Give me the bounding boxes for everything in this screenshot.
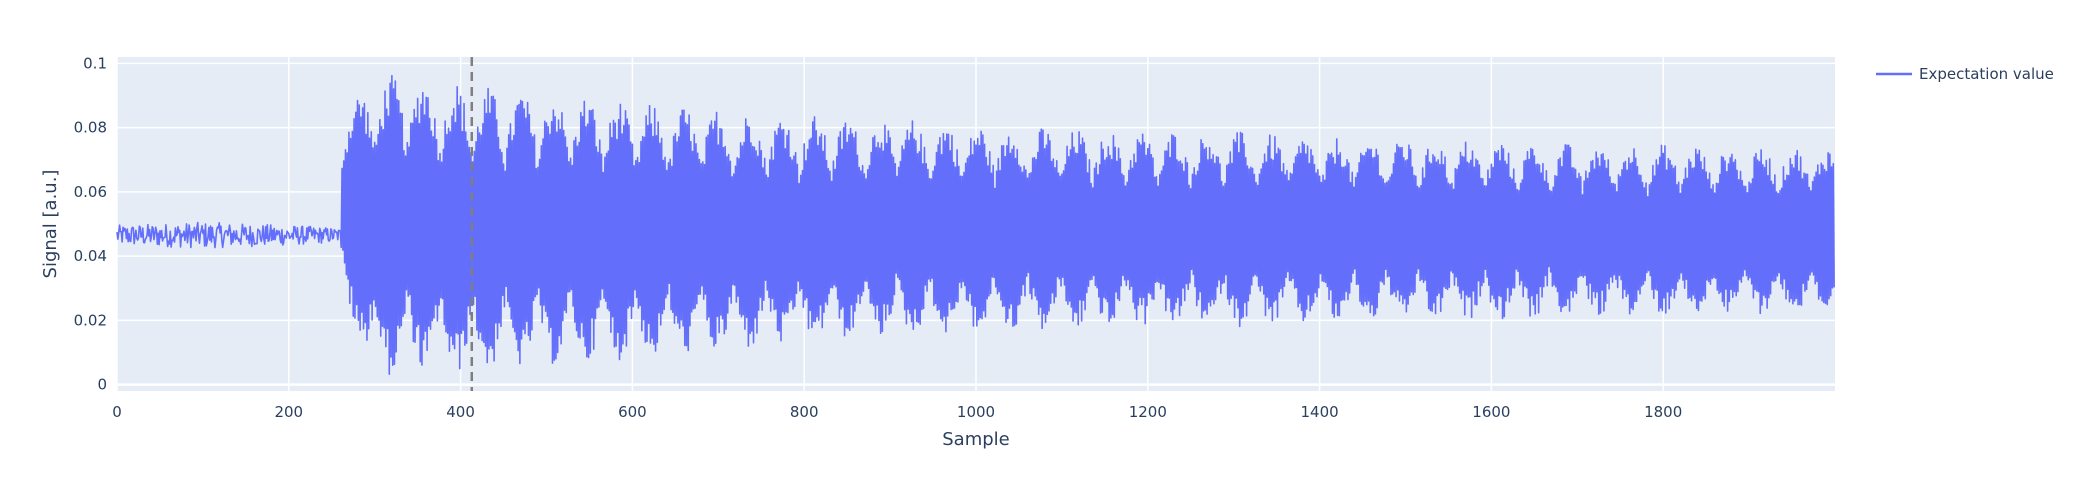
y-tick-label: 0.06	[74, 183, 107, 201]
x-tick-label: 1600	[1472, 403, 1510, 421]
y-tick-label: 0.02	[74, 311, 107, 329]
x-tick-label: 1000	[957, 403, 995, 421]
x-tick-label: 0	[112, 403, 122, 421]
series-line-expectation-value	[116, 74, 1835, 375]
x-tick-label: 600	[618, 403, 647, 421]
y-axis-title: Signal [a.u.]	[40, 170, 61, 279]
x-tick-label: 1800	[1644, 403, 1682, 421]
legend-label: Expectation value	[1919, 65, 2054, 83]
y-tick-label: 0	[97, 376, 107, 394]
y-tick-label: 0.08	[74, 119, 107, 137]
y-tick-label: 0.04	[74, 247, 107, 265]
x-tick-label: 1200	[1129, 403, 1167, 421]
x-tick-label: 200	[274, 403, 303, 421]
x-tick-label: 400	[446, 403, 475, 421]
y-tick-label: 0.1	[83, 54, 107, 72]
x-tick-label: 1400	[1301, 403, 1339, 421]
x-tick-labels: 0 200 400 600 800 1000 1200 1400 1600 1800	[112, 403, 1682, 421]
x-axis-title: Sample	[942, 429, 1010, 450]
legend[interactable]: Expectation value	[1876, 65, 2054, 83]
x-tick-label: 800	[790, 403, 819, 421]
series-layer	[116, 74, 1835, 375]
y-tick-labels: 0 0.02 0.04 0.06 0.08 0.1	[74, 54, 107, 393]
